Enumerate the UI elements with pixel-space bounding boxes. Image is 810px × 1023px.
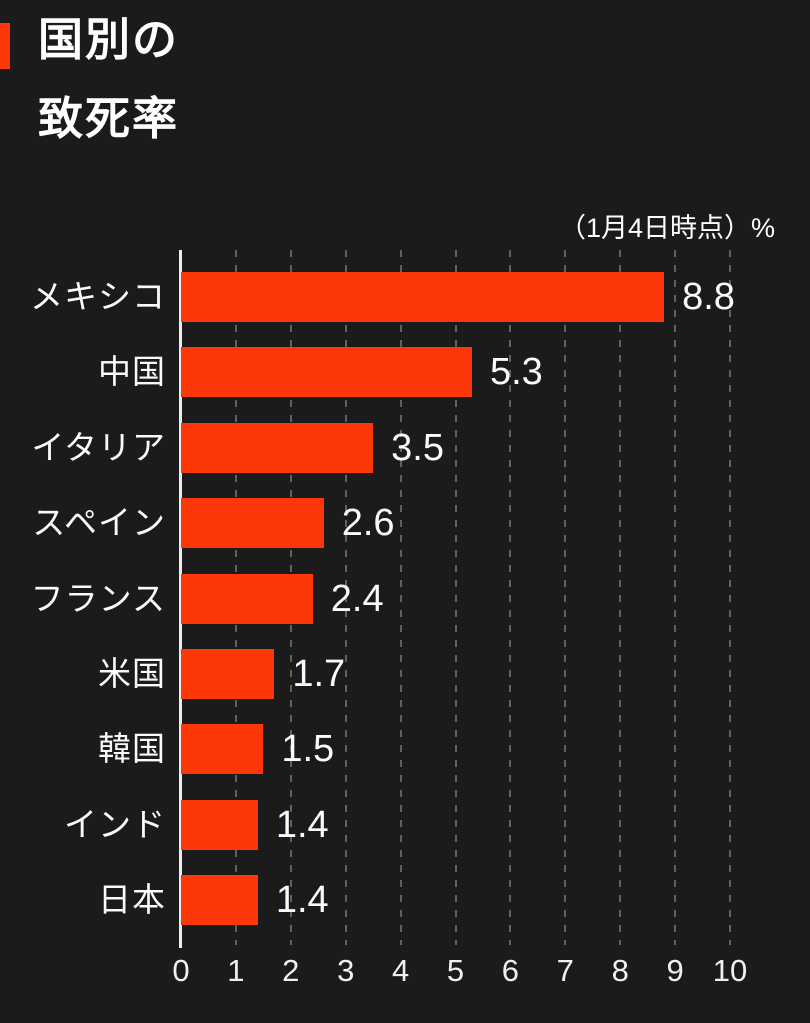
x-tick-label: 3: [337, 953, 355, 988]
gridline: [399, 250, 402, 945]
bar-row: 米国 1.7: [98, 649, 730, 699]
bar: [181, 573, 313, 624]
bar: [181, 649, 275, 699]
value-label: 2.4: [330, 577, 384, 620]
category-label: 日本: [98, 881, 166, 919]
x-tick-label: 6: [501, 953, 520, 988]
bar: [181, 498, 324, 549]
x-tick-label: 9: [666, 953, 684, 988]
chart-title-line2: 致死率: [38, 93, 180, 144]
category-label: イタリア: [31, 428, 166, 466]
category-label: メキシコ: [30, 278, 166, 315]
value-label: 1.4: [275, 803, 329, 846]
value-label: 1.5: [281, 728, 335, 771]
bar-row: 日本 1.4: [98, 875, 730, 926]
bar-row: インド 1.4: [64, 799, 730, 850]
chart-title-line1: 国別の: [38, 14, 180, 65]
category-label: フランス: [30, 579, 166, 617]
x-tick-label: 1: [227, 953, 245, 988]
value-label: 1.4: [275, 879, 329, 922]
bar-row: フランス 2.4: [31, 573, 730, 624]
gridline: [619, 250, 622, 945]
x-axis-labels: 0 1 2 3 4 5 6 7 8 9 10: [172, 945, 747, 991]
value-label: 1.7: [292, 653, 346, 695]
plot-area: メキシコ 8.8 中国 5.3 イタリア 3.5 スペイン 2.6 フランス 2.4 米国 1.7 韓国…: [30, 250, 747, 988]
x-tick-label: 10: [712, 953, 748, 988]
value-label: 8.8: [682, 276, 735, 318]
value-label: 3.5: [391, 426, 444, 469]
bar-row: 中国 5.3: [98, 347, 730, 398]
bar-row: 韓国 1.5: [98, 724, 730, 775]
bar: [181, 875, 258, 926]
bar-row: メキシコ 8.8: [30, 272, 735, 322]
bar-row: スペイン 2.6: [32, 498, 730, 549]
gridline: [344, 250, 347, 945]
gridline: [729, 250, 731, 945]
x-tick-label: 5: [446, 953, 465, 988]
x-tick-label: 2: [282, 953, 300, 988]
value-label: 5.3: [489, 351, 543, 394]
category-label: 米国: [98, 655, 166, 692]
bar: [181, 799, 258, 850]
chart-annotation: （1月4日時点）%: [558, 213, 775, 243]
category-label: 韓国: [98, 730, 166, 768]
bar: [181, 724, 264, 775]
x-tick-label: 8: [611, 953, 629, 988]
bar: [181, 347, 472, 398]
bar: [181, 272, 665, 322]
y-axis-line: [179, 250, 182, 949]
gridline: [564, 250, 567, 945]
bar-row: イタリア 3.5: [31, 422, 730, 473]
title-marker: [0, 23, 10, 69]
value-label: 2.6: [341, 502, 395, 545]
bar: [181, 422, 374, 473]
x-tick-label: 7: [556, 953, 574, 988]
x-tick-label: 0: [172, 953, 190, 988]
chart-title: 国別の 致死率: [38, 0, 179, 158]
gridline: [454, 250, 457, 945]
x-tick-label: 4: [391, 953, 410, 988]
category-label: スペイン: [32, 504, 166, 542]
gridline: [674, 250, 677, 945]
category-label: 中国: [98, 353, 166, 391]
category-label: インド: [64, 805, 166, 843]
gridline: [509, 250, 512, 945]
